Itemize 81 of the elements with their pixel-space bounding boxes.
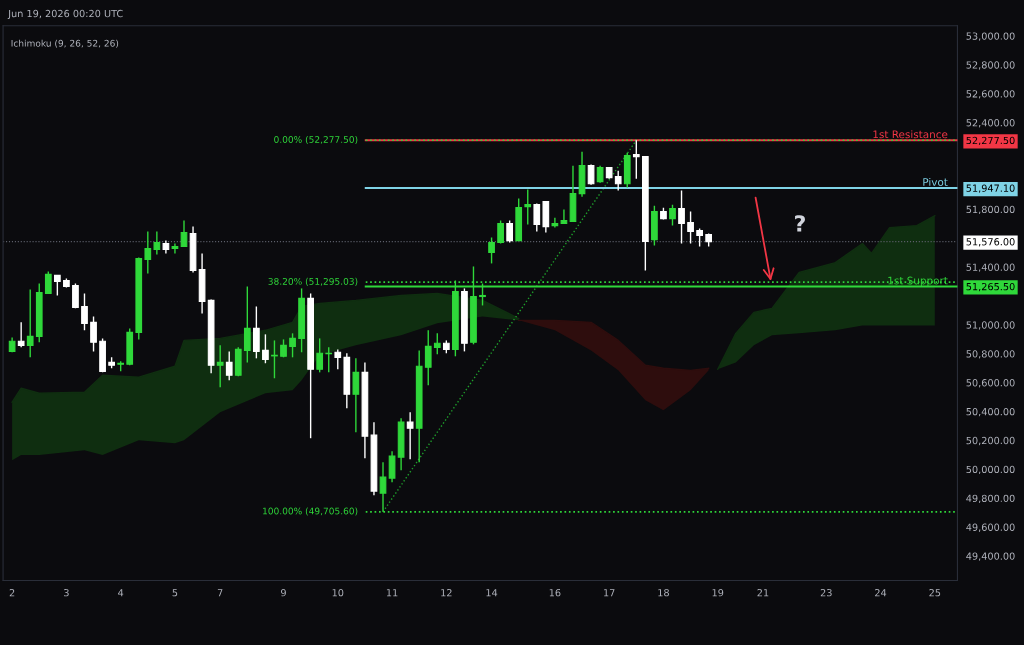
candlestick: [632, 139, 640, 180]
candlestick: [90, 315, 97, 353]
candlestick: [253, 305, 260, 360]
candlestick: [216, 344, 224, 388]
candlestick: [17, 321, 25, 349]
candlestick: [488, 236, 495, 265]
x-tick-label: 5: [172, 589, 178, 597]
y-tick-label: 51,000.00: [966, 321, 1015, 330]
x-tick-label: 17: [604, 589, 615, 597]
candlestick: [551, 216, 559, 229]
candlestick: [53, 274, 61, 297]
candlestick: [271, 339, 278, 379]
y-tick-label: 50,400.00: [966, 407, 1015, 417]
ref-line-label: 1st Resistance: [873, 130, 948, 139]
candlestick: [669, 203, 676, 227]
candlestick: [506, 219, 514, 244]
candlestick: [524, 188, 532, 226]
x-tick-label: 4: [118, 589, 124, 597]
x-tick-label: 11: [386, 589, 398, 597]
candlestick: [180, 219, 188, 248]
y-tick-label: 50,200.00: [966, 436, 1015, 446]
y-tick-label: 50,600.00: [966, 379, 1015, 388]
candlestick: [433, 332, 441, 355]
candlestick: [334, 348, 342, 371]
y-tick-label: 51,400.00: [966, 263, 1015, 272]
x-tick-label: 24: [875, 589, 887, 597]
y-tick-label: 49,800.00: [966, 494, 1015, 503]
y-tick-label: 52,277.50: [966, 136, 1015, 146]
candlestick: [225, 350, 233, 381]
y-tick-label: 53,000.00: [966, 32, 1015, 41]
x-tick-label: 21: [757, 589, 769, 597]
x-tick-label: 23: [820, 589, 832, 597]
candlestick: [26, 288, 34, 359]
candlestick: [289, 332, 296, 359]
x-tick-label: 19: [712, 589, 724, 597]
x-tick-label: 10: [332, 589, 344, 597]
ref-line-label: 100.00% (49,705.60): [263, 507, 358, 516]
candlestick: [171, 242, 179, 255]
x-tick-label: 9: [281, 589, 286, 597]
candlestick: [243, 285, 251, 364]
chart-title: Jun 19, 2026 00:20 UTC: [7, 9, 123, 20]
x-tick-label: 18: [658, 589, 669, 597]
x-tick-label: 16: [549, 589, 561, 597]
y-tick-label: 49,400.00: [966, 552, 1015, 561]
candlestick: [560, 208, 568, 225]
candlestick: [262, 333, 269, 364]
y-tick-label: 52,600.00: [966, 90, 1015, 99]
y-tick-label: 50,800.00: [966, 350, 1015, 359]
ref-line-label: Pivot: [923, 177, 948, 186]
y-tick-label: 52,400.00: [966, 119, 1015, 128]
y-tick-label: 51,265.50: [966, 282, 1015, 292]
candlestick: [406, 411, 414, 460]
candlestick: [81, 292, 88, 332]
candlestick: [44, 270, 52, 295]
ref-line-label: 0.00% (52,277.50): [274, 135, 358, 144]
y-tick-label: 50,000.00: [966, 465, 1015, 475]
y-tick-label: 51,947.10: [966, 184, 1015, 193]
annotation: Ichimoku (9, 26, 52, 26): [11, 39, 119, 48]
x-tick-label: 3: [64, 589, 69, 597]
candlestick: [687, 210, 694, 245]
candlestick: [424, 329, 432, 387]
candlestick: [388, 450, 396, 483]
candlestick: [352, 357, 360, 433]
y-tick-label: 52,800.00: [966, 61, 1015, 70]
y-tick-label: 51,576.00: [966, 238, 1015, 247]
ref-line-label: 38.20% (51,295.03): [268, 277, 358, 286]
candlestick: [614, 169, 622, 192]
x-tick-label: 7: [217, 589, 223, 597]
y-tick-label: 49,600.00: [966, 523, 1015, 532]
candlestick: [153, 230, 161, 256]
x-tick-label: 14: [486, 589, 498, 597]
y-tick-label: 51,800.00: [966, 205, 1015, 215]
candlestick: [316, 337, 324, 374]
candlestick: [144, 230, 152, 275]
annotation: ?: [795, 215, 805, 232]
candlestick: [678, 189, 685, 245]
x-tick-label: 2: [9, 589, 15, 597]
x-tick-label: 12: [441, 589, 452, 597]
candlestick: [533, 202, 541, 233]
candlestick: [72, 282, 79, 310]
x-tick-label: 25: [929, 589, 941, 597]
